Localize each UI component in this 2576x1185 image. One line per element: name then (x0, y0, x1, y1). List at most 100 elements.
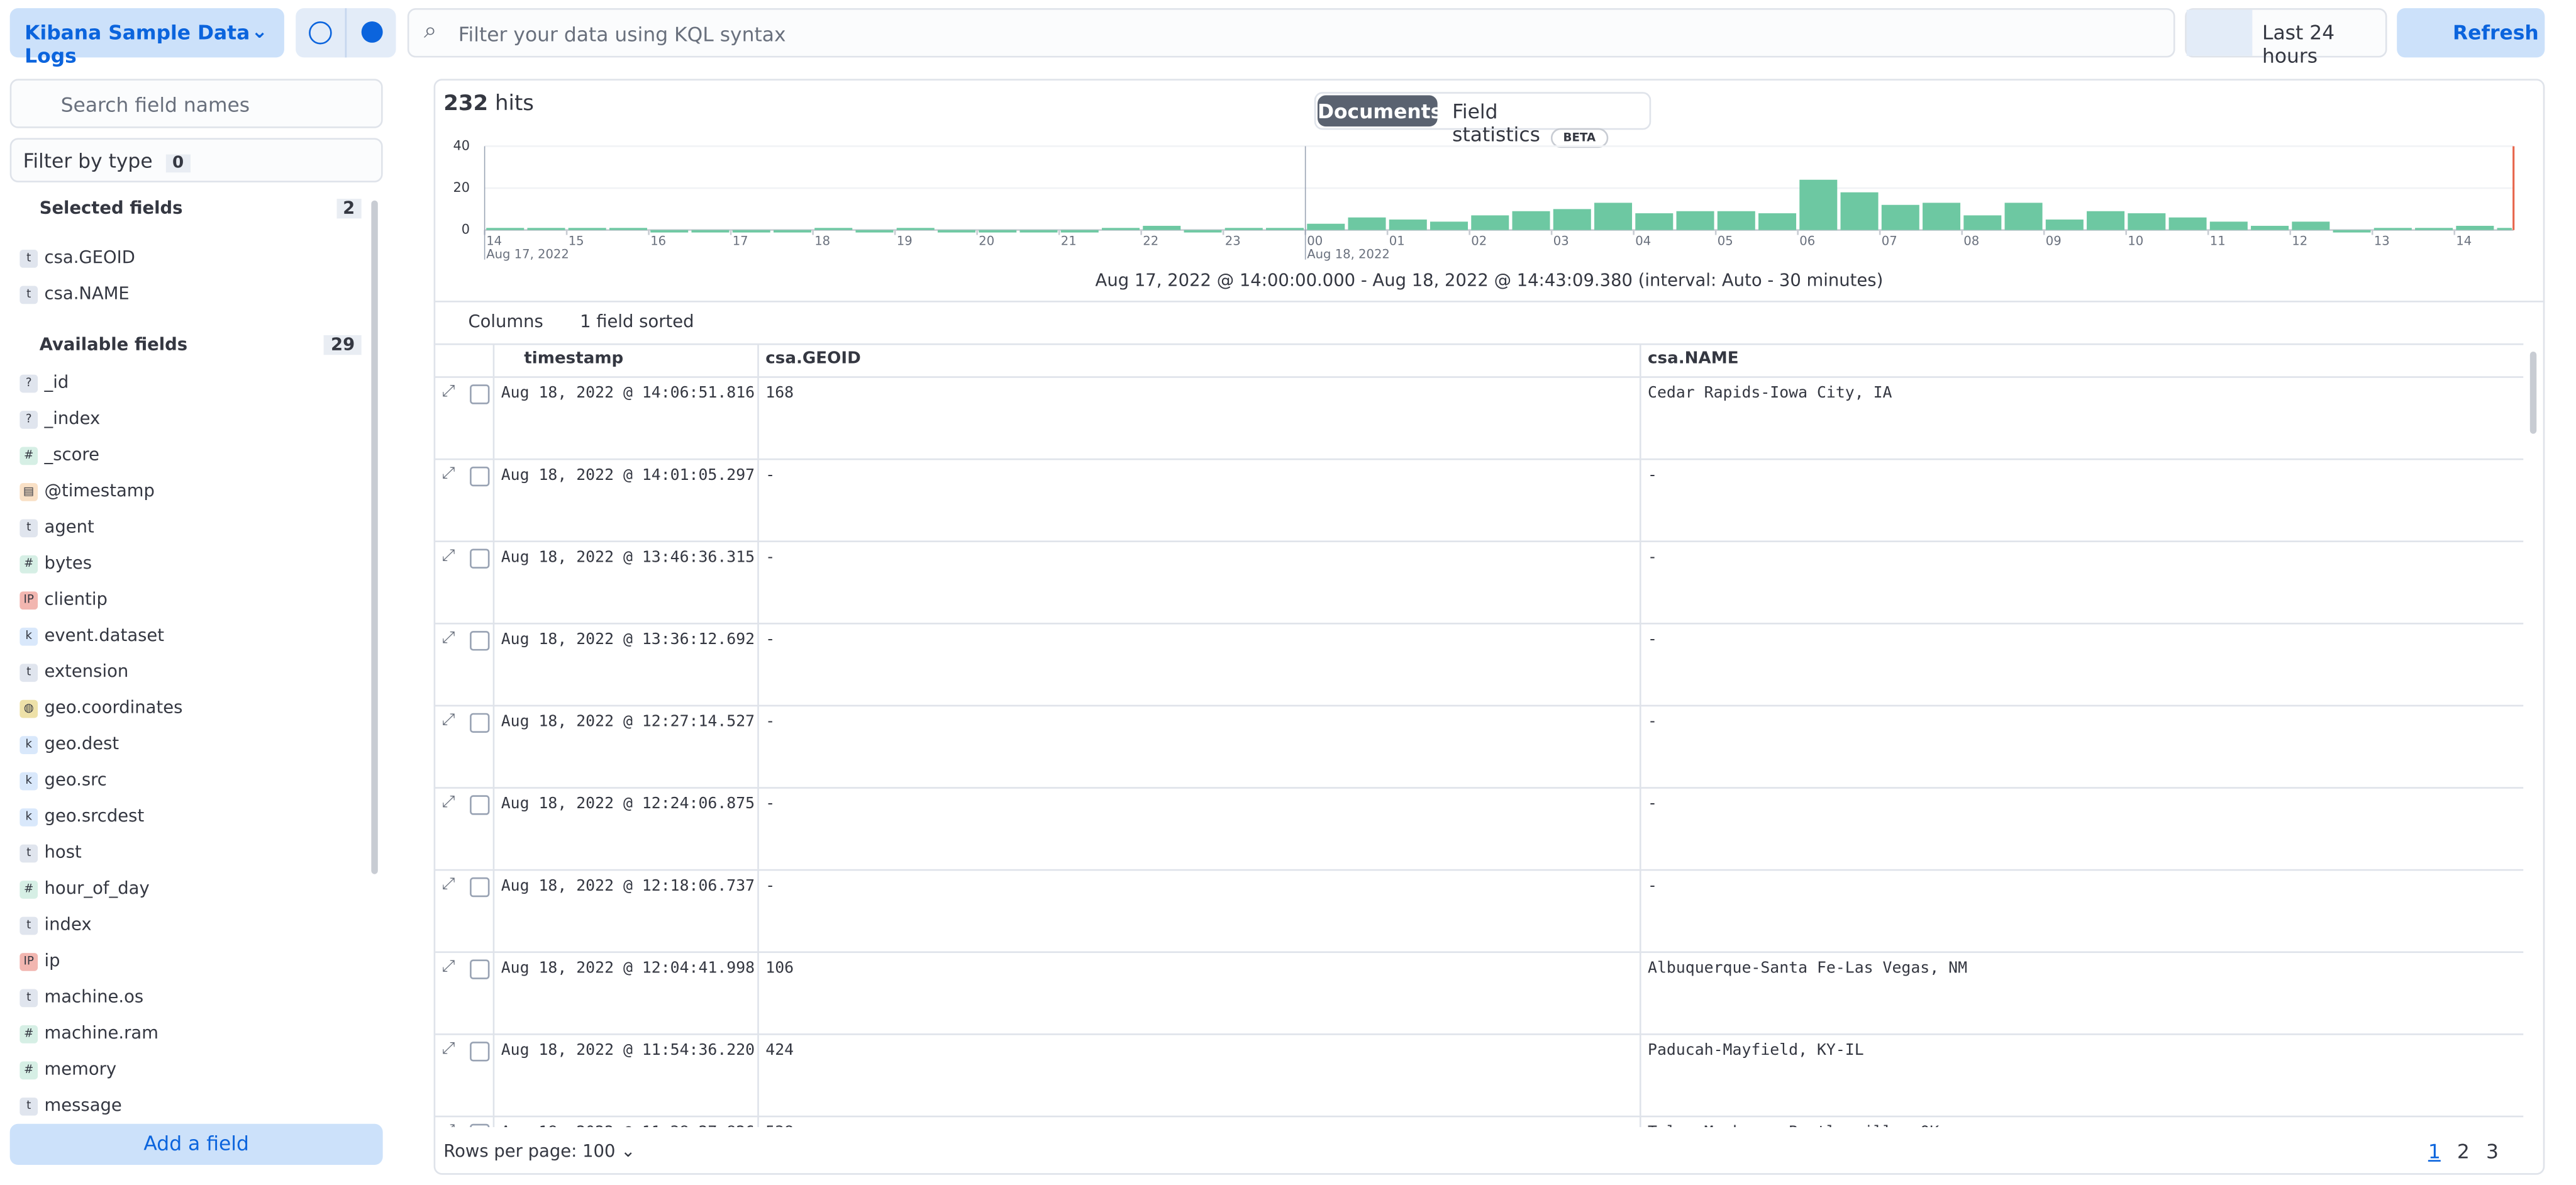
field-type-icon: IP (19, 591, 38, 610)
grid-row: ⤢ Aug 18, 2022 @ 14:06:51.816 168 Cedar Rap… (433, 376, 2524, 460)
page-link[interactable]: 3 (2485, 1140, 2499, 1164)
add-filter-button[interactable] (361, 21, 383, 43)
field-item[interactable]: k geo.srcdest (19, 802, 357, 835)
columns-label: Columns (468, 312, 543, 332)
bar (1471, 215, 1509, 230)
field-item[interactable]: t index (19, 910, 357, 943)
row-checkbox[interactable] (470, 713, 490, 733)
divider (433, 301, 2545, 303)
field-name: csa.GEOID (44, 248, 135, 268)
field-stats-tab[interactable]: Field statistics BETA (1452, 100, 1649, 148)
columns-button[interactable]: Columns (468, 312, 543, 331)
add-field-button[interactable]: Add a field (9, 1123, 383, 1166)
field-name: message (44, 1096, 122, 1116)
sort-button[interactable]: 1 field sorted (580, 312, 694, 331)
expand-button[interactable]: ⤢ (441, 629, 455, 648)
bar (1307, 223, 1345, 230)
expand-button[interactable]: ⤢ (441, 793, 455, 812)
quick-menu[interactable] (2186, 9, 2253, 56)
expand-button[interactable]: ⤢ (441, 1040, 455, 1059)
page-link[interactable]: 1 (2428, 1140, 2441, 1164)
bar (486, 228, 525, 230)
grid-row: ⤢ Aug 18, 2022 @ 11:38:27.826538Tulsa-Mus… (434, 1115, 2524, 1127)
refresh-button[interactable]: Refresh (2397, 8, 2545, 58)
column-header[interactable]: csa.GEOID (757, 345, 1640, 377)
row-checkbox[interactable] (470, 1123, 490, 1127)
expand-button[interactable]: ⤢ (441, 382, 455, 401)
column-header[interactable]: timestamp (492, 345, 758, 377)
bar (979, 230, 1017, 233)
row-checkbox[interactable] (470, 1042, 490, 1062)
row-checkbox[interactable] (470, 631, 490, 651)
field-item[interactable]: t extension (19, 657, 357, 690)
expand-button[interactable]: ⤢ (441, 711, 455, 730)
field-search[interactable]: Search field names (9, 79, 383, 128)
field-item[interactable]: ◍ geo.coordinates (19, 693, 357, 726)
selected-header[interactable]: Selected fields 2 (16, 199, 362, 219)
field-type-icon: k (19, 772, 38, 791)
field-item[interactable]: t host (19, 838, 357, 871)
filter-by-type[interactable]: Filter by type 0 (9, 138, 383, 182)
row-checkbox[interactable] (470, 795, 490, 815)
bar (1348, 217, 1386, 230)
field-type-icon: k (19, 808, 38, 826)
expand-button[interactable]: ⤢ (441, 465, 455, 483)
available-header[interactable]: Available fields 29 (16, 335, 362, 355)
expand-button[interactable]: ⤢ (442, 1122, 455, 1127)
field-item[interactable]: t csa.NAME (19, 279, 357, 312)
field-item[interactable]: ? _index (19, 404, 357, 437)
query-bar[interactable]: ⌕ Filter your data using KQL syntax (407, 8, 2175, 58)
field-item[interactable]: t csa.GEOID (19, 243, 357, 276)
row-checkbox[interactable] (470, 959, 490, 979)
field-item[interactable]: # hour_of_day (19, 874, 357, 907)
date-picker[interactable]: Last 24 hours (2185, 8, 2387, 67)
rows-per-page[interactable]: Rows per page: 100 ⌄ (443, 1142, 636, 1162)
expand-button[interactable]: ⤢ (441, 957, 455, 976)
options-button[interactable] (309, 21, 332, 45)
field-item[interactable]: t agent (19, 513, 357, 545)
data-view-picker[interactable]: Kibana Sample Data Logs ⌄ (9, 8, 284, 67)
bar (1101, 228, 1140, 230)
row-checkbox[interactable] (470, 384, 490, 404)
cell mono: - (1639, 540, 2523, 623)
add-field-label: Add a field (143, 1132, 249, 1155)
field-item[interactable]: # bytes (19, 548, 357, 581)
bar (2251, 226, 2289, 230)
field-item[interactable]: # memory (19, 1055, 357, 1088)
field-name: machine.ram (44, 1023, 158, 1043)
x-tick-label: 17 (733, 233, 748, 248)
field-item[interactable]: IP clientip (19, 585, 357, 618)
chevron: ⌄ (251, 19, 268, 43)
field-item[interactable]: t machine.os (19, 982, 357, 1015)
field-item[interactable]: k geo.src (19, 765, 357, 798)
field-type-icon: t (19, 519, 38, 538)
field-item[interactable]: ▤ @timestamp (19, 477, 357, 509)
field-item[interactable]: k event.dataset (19, 621, 357, 654)
column-header[interactable]: csa.NAME (1639, 345, 2523, 377)
field-item[interactable]: ? _id (19, 368, 357, 401)
bar (1758, 213, 1797, 230)
row-checkbox[interactable] (470, 548, 490, 569)
cell mono: Cedar Rapids-Iowa City, IA (1639, 376, 2523, 459)
documents-tab[interactable]: Documents (1317, 95, 1442, 127)
field-name: _id (44, 372, 69, 393)
x-tick-label: 04 (1635, 233, 1651, 248)
cell mono: Aug 18, 2022 @ 14:06:51.816 (492, 376, 758, 459)
field-item[interactable]: k geo.dest (19, 730, 357, 762)
search-icon: ⌕ (423, 18, 437, 45)
row-checkbox[interactable] (470, 877, 490, 898)
field-item[interactable]: IP ip (19, 947, 357, 979)
cell mono: - (757, 869, 1640, 952)
field-item[interactable]: # machine.ram (19, 1019, 357, 1052)
filter-count: 0 (165, 154, 191, 173)
bar (2373, 228, 2412, 230)
field-item[interactable]: # _score (19, 440, 357, 473)
bar (1635, 213, 1674, 230)
field-item[interactable]: t message (19, 1091, 357, 1121)
expand-button[interactable]: ⤢ (441, 876, 455, 894)
row-checkbox[interactable] (470, 466, 490, 487)
expand-button[interactable]: ⤢ (441, 547, 455, 565)
main-panel (433, 79, 2545, 1175)
page-link[interactable]: 2 (2457, 1140, 2470, 1164)
